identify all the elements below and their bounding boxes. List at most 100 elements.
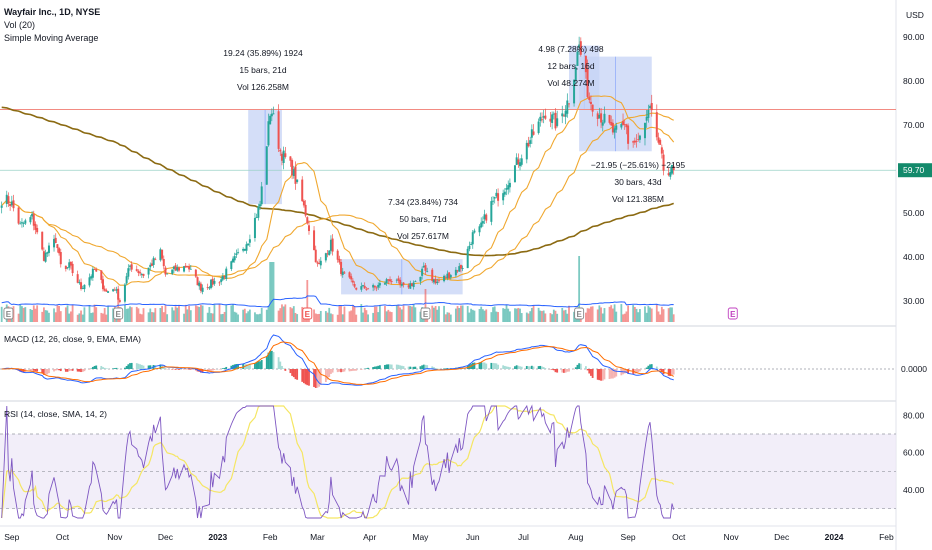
macd-histogram-bar	[532, 366, 535, 369]
macd-histogram-bar	[162, 366, 165, 369]
rsi-line	[1, 404, 675, 519]
candle-body	[519, 162, 522, 167]
candle-body	[480, 222, 483, 228]
earnings-marker	[727, 307, 738, 320]
last-price-tag	[898, 163, 932, 178]
volume-bar	[544, 313, 547, 322]
candle-body	[29, 217, 32, 223]
volume-bar	[221, 313, 224, 322]
volume-bar	[373, 306, 376, 322]
candle-body	[422, 265, 425, 268]
rsi-pane-label[interactable]: RSI (14, close, SMA, 14, 2)	[4, 409, 107, 419]
volume-bar	[34, 308, 37, 322]
macd-pane-label[interactable]: MACD (12, 26, close, 9, EMA, EMA)	[4, 334, 141, 344]
volume-bar	[127, 308, 130, 322]
volume-bar	[601, 313, 604, 322]
macd-histogram-bar	[566, 369, 569, 372]
candle-body	[549, 118, 552, 122]
volume-bar	[481, 309, 484, 322]
candle-body	[645, 116, 648, 121]
volume-bar	[125, 308, 128, 322]
macd-signal-line	[1, 341, 674, 386]
candle-body	[360, 286, 363, 290]
candle-body	[632, 141, 635, 143]
candle-body	[647, 109, 650, 118]
volume-bar	[556, 313, 559, 322]
macd-histogram-bar	[625, 369, 628, 373]
candle-body	[623, 124, 626, 126]
macd-histogram-bar	[351, 369, 354, 371]
candle-body	[466, 248, 469, 269]
candle-body	[154, 259, 157, 261]
macd-histogram-bar	[173, 369, 175, 370]
volume-indicator-label[interactable]: Vol (20)	[4, 20, 36, 30]
volume-bar	[313, 309, 315, 322]
volume-bar	[281, 304, 283, 322]
candle-body	[88, 277, 91, 286]
volume-bar	[586, 308, 589, 322]
candle-body	[302, 200, 305, 206]
macd-histogram-bar	[655, 366, 658, 369]
rsi-axis-tick: 40.00	[903, 485, 925, 495]
macd-histogram-bar	[316, 369, 319, 388]
candle-body	[448, 272, 451, 279]
volume-bar	[389, 311, 391, 322]
candle-body	[24, 220, 27, 224]
candle-body	[387, 279, 390, 281]
volume-bar	[355, 314, 358, 322]
earnings-marker-label: E	[116, 310, 122, 319]
candle-body	[527, 142, 530, 147]
volume-bar	[424, 289, 427, 322]
symbol-title[interactable]: Wayfair Inc., 1D, NYSE	[4, 7, 101, 17]
candle-body	[495, 192, 498, 197]
volume-bar	[436, 309, 439, 322]
volume-bar	[573, 311, 575, 322]
candle-body	[171, 269, 174, 274]
time-axis-tick: May	[412, 532, 429, 542]
macd-histogram-bar	[485, 363, 488, 369]
volume-bar	[590, 306, 592, 322]
volume-bar	[461, 305, 464, 322]
macd-histogram-bar	[260, 360, 263, 369]
sma-indicator-label[interactable]: Simple Moving Average	[4, 33, 99, 43]
macd-histogram-bar	[31, 369, 33, 371]
volume-bar	[225, 304, 228, 322]
volume-bar	[468, 312, 471, 322]
volume-bar	[485, 309, 488, 322]
sma-200-line	[1, 106, 674, 257]
volume-bar	[41, 311, 44, 322]
volume-bar	[480, 306, 483, 322]
macd-histogram-bar	[483, 362, 486, 369]
candle-body	[515, 157, 518, 165]
volume-bar	[183, 313, 185, 322]
volume-bar	[667, 308, 670, 322]
candle-body	[340, 261, 343, 274]
volume-bar	[598, 305, 601, 322]
candle-body	[326, 253, 329, 255]
macd-histogram-bar	[105, 368, 108, 369]
price-pane: 19.24 (35.89%) 1924 15 bars, 21d Vol 126.2…	[0, 36, 896, 322]
candle-body	[355, 287, 358, 290]
candle-body	[669, 171, 672, 177]
macd-histogram-bar	[444, 368, 447, 369]
candle-body	[459, 265, 462, 269]
volume-bar	[117, 292, 120, 322]
macd-histogram-bar	[340, 369, 342, 373]
macd-histogram-bar	[608, 369, 611, 379]
macd-histogram-bar	[375, 366, 378, 369]
candle-body	[389, 279, 392, 282]
macd-histogram-bar	[129, 363, 131, 369]
macd-histogram-bar	[112, 368, 115, 369]
macd-histogram-bar	[556, 369, 559, 373]
macd-histogram-bar	[70, 369, 72, 371]
candle-body	[620, 124, 623, 128]
volume-bar	[568, 305, 570, 322]
volume-bar	[564, 309, 567, 322]
candle-body	[338, 258, 341, 263]
candle-body	[490, 201, 493, 222]
candle-body	[517, 159, 520, 165]
candle-body	[213, 280, 216, 284]
volume-bar	[198, 306, 201, 322]
candle-body	[655, 112, 658, 138]
